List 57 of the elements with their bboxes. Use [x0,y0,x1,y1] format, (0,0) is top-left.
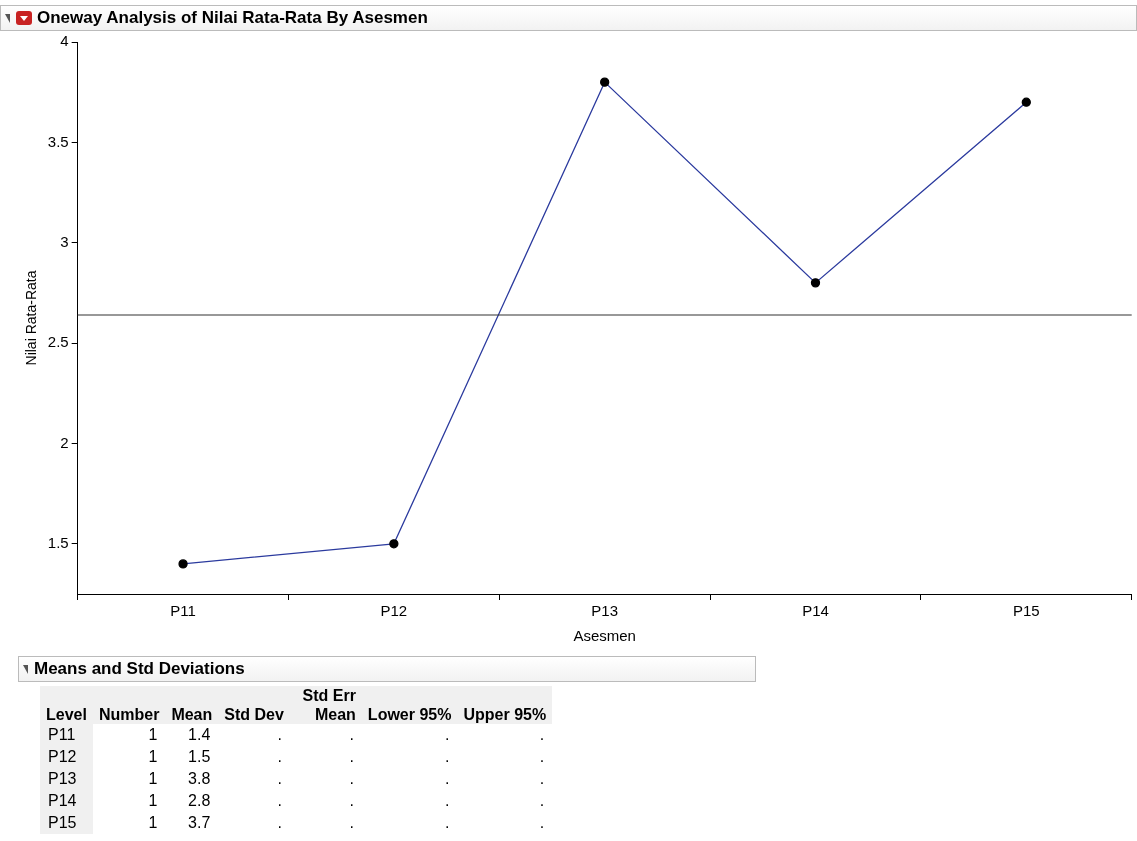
data-label: . [444,813,451,833]
y-axis-title: Nilai Rata-Rata [23,270,40,366]
x-tick-label: P12 [380,602,408,620]
x-tick-label: P13 [591,602,619,620]
data-label: 2.8 [187,791,212,811]
data-label: . [348,769,355,789]
data-label: 3.8 [187,769,212,789]
x-tick-label: P15 [1012,602,1040,620]
y-tick-label: 3.5 [47,132,69,150]
data-label: . [444,747,451,767]
data-label: . [276,769,283,789]
data-label: . [538,769,546,789]
data-label: . [538,747,546,767]
chart-title: Oneway Analysis of Nilai Rata-Rata By Asesmen [37,8,428,28]
text: Upper 95% [457,686,553,724]
data-label: 1 [147,725,159,745]
y-tick-label: 2 [60,433,69,451]
category-label: P15 [40,812,93,834]
category-label: P14 [40,790,93,812]
y-tick-label: 2.5 [47,333,69,351]
data-label: 1 [147,769,159,789]
data-label: . [538,725,546,745]
text: Level [40,686,93,724]
legend-label: Std Dev [218,686,290,724]
data-label: . [348,813,355,833]
data-label: 1 [147,791,159,811]
legend-label: Mean [165,686,219,724]
data-label: 1.5 [187,747,212,767]
data-label: . [276,813,283,833]
data-label: . [348,791,355,811]
category-label: P11 [40,724,93,746]
legend-label: Lower 95% [361,686,458,724]
legend-label: Number [92,686,166,724]
y-tick-label: 3 [60,232,69,250]
x-tick-label: P14 [802,602,829,620]
y-tick-label: 1.5 [47,533,69,551]
category-label: P13 [40,768,93,790]
text: Means and Std Deviations [34,659,245,679]
y-tick-label: 4 [60,32,69,50]
data-label: . [538,813,546,833]
x-tick-label: P11 [170,602,196,620]
data-label: . [348,747,355,767]
category-label: P12 [40,746,93,768]
legend-label: Std Err Mean [289,686,362,724]
data-label: 1.4 [187,725,212,745]
data-label: . [444,769,451,789]
data-label: 1 [147,747,159,767]
data-label: 3.7 [187,813,212,833]
data-label: 1 [147,813,159,833]
data-label: . [276,791,283,811]
x-axis-title: Asesmen [573,627,636,645]
data-label: . [348,725,355,745]
data-label: . [444,791,451,811]
data-label: . [538,791,546,811]
data-label: . [276,747,283,767]
data-label: . [444,725,451,745]
data-label: . [276,725,283,745]
